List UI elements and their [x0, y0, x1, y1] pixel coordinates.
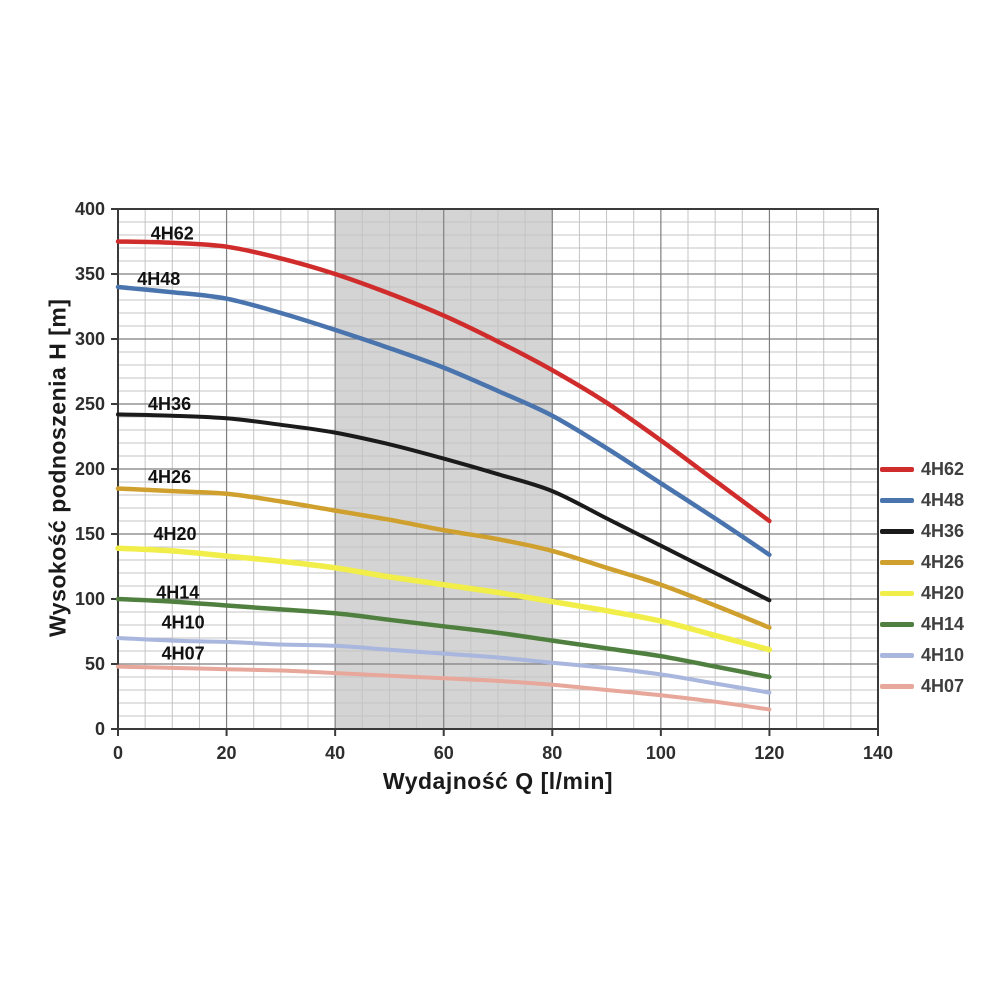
- svg-text:100: 100: [646, 743, 676, 763]
- svg-text:350: 350: [75, 264, 105, 284]
- legend-line-icon: [880, 467, 914, 472]
- svg-text:60: 60: [434, 743, 454, 763]
- curve-4H48: [115, 284, 772, 558]
- x-axis-title: Wydajność Q [l/min]: [382, 768, 614, 794]
- legend-line-icon: [880, 684, 914, 689]
- svg-text:100: 100: [75, 589, 105, 609]
- svg-text:250: 250: [75, 394, 105, 414]
- curve-4H26: [115, 486, 772, 630]
- curve-label-4H48: 4H48: [137, 269, 180, 289]
- curve-4H20: [115, 545, 773, 653]
- svg-text:300: 300: [75, 329, 105, 349]
- legend-label: 4H26: [921, 552, 965, 572]
- curve-4H62: [115, 239, 772, 524]
- curve-label-4H07: 4H07: [162, 644, 205, 664]
- curve-label-4H10: 4H10: [162, 612, 205, 632]
- curve-4H14: [115, 596, 772, 680]
- legend-item: 4H26: [880, 547, 964, 578]
- legend-line-icon: [880, 622, 914, 627]
- svg-text:20: 20: [217, 743, 237, 763]
- svg-text:200: 200: [75, 459, 105, 479]
- curve-label-4H26: 4H26: [148, 467, 191, 487]
- svg-text:40: 40: [325, 743, 345, 763]
- legend-item: 4H14: [880, 609, 964, 640]
- curve-4H07: [116, 664, 772, 712]
- legend-item: 4H62: [880, 454, 964, 485]
- curve-label-4H62: 4H62: [151, 224, 194, 244]
- legend-line-icon: [880, 591, 914, 596]
- y-tick-labels: 0 50 100 150 200 250 300 350 400: [75, 199, 105, 739]
- legend-label: 4H20: [921, 583, 965, 603]
- legend-item: 4H10: [880, 640, 964, 671]
- curve-label-4H36: 4H36: [148, 394, 191, 414]
- legend-line-icon: [880, 529, 914, 534]
- curve-4H36: [116, 412, 772, 603]
- svg-text:50: 50: [85, 654, 105, 674]
- legend-label: 4H62: [921, 459, 965, 479]
- legend-item: 4H07: [880, 671, 964, 702]
- legend-label: 4H14: [921, 614, 965, 634]
- legend-label: 4H07: [921, 676, 965, 696]
- legend-label: 4H10: [921, 645, 965, 665]
- svg-text:0: 0: [113, 743, 123, 763]
- svg-text:400: 400: [75, 199, 105, 219]
- legend-item: 4H20: [880, 578, 964, 609]
- svg-text:150: 150: [75, 524, 105, 544]
- curve-label-4H20: 4H20: [153, 524, 196, 544]
- legend-line-icon: [880, 653, 914, 658]
- curve-4H10: [116, 636, 772, 695]
- legend: 4H62 4H48 4H36 4H26 4H20 4H14 4H10 4H07: [880, 454, 964, 702]
- legend-line-icon: [880, 560, 914, 565]
- y-axis-title: Wysokość podnoszenia H [m]: [44, 298, 71, 638]
- legend-line-icon: [880, 498, 914, 503]
- curve-label-4H14: 4H14: [156, 583, 199, 603]
- axis-ticks: [111, 208, 879, 736]
- legend-label: 4H36: [921, 521, 965, 541]
- svg-text:0: 0: [95, 719, 105, 739]
- x-tick-labels: 0 20 40 60 80 100 120 140: [113, 743, 893, 763]
- legend-item: 4H48: [880, 485, 964, 516]
- legend-label: 4H48: [921, 490, 965, 510]
- legend-item: 4H36: [880, 516, 964, 547]
- svg-text:120: 120: [754, 743, 784, 763]
- svg-text:140: 140: [863, 743, 893, 763]
- svg-text:80: 80: [542, 743, 562, 763]
